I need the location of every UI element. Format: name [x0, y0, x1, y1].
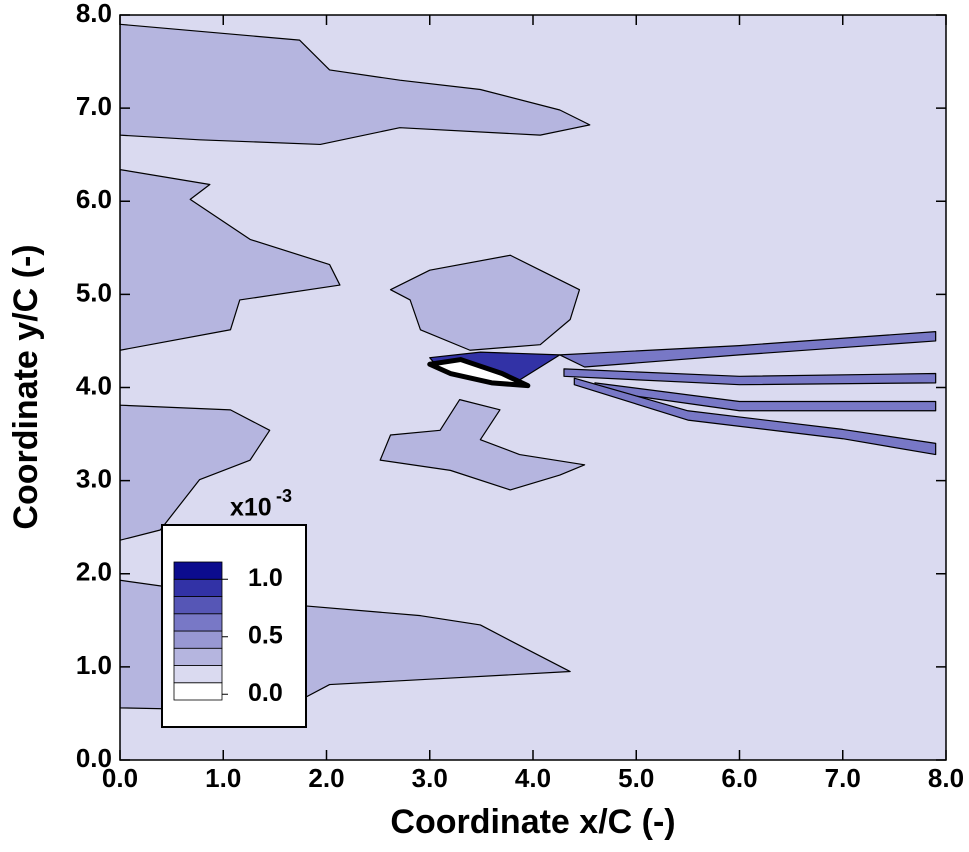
- colorbar-band: [173, 682, 223, 701]
- colorbar-band: [173, 578, 223, 597]
- y-tick-label: 4.0: [76, 370, 112, 400]
- colorbar-band: [173, 561, 223, 580]
- contour-region: [120, 168, 341, 351]
- contour-region: [427, 357, 531, 389]
- x-tick-label: 8.0: [928, 763, 964, 793]
- contour-region: [573, 377, 937, 456]
- x-tick-label: 6.0: [721, 763, 757, 793]
- colorbar-title: x10: [230, 494, 272, 522]
- colorbar-tick-label: 1.0: [248, 564, 283, 592]
- x-tick-label: 2.0: [308, 763, 344, 793]
- y-tick-label: 8.0: [76, 0, 112, 28]
- x-tick-label: 0.0: [102, 763, 138, 793]
- y-tick-label: 5.0: [76, 277, 112, 307]
- x-tick-label: 1.0: [205, 763, 241, 793]
- colorbar-tick-label: 0.5: [248, 621, 283, 649]
- colorbar-tick-label: 0.0: [248, 679, 283, 707]
- y-tick-label: 6.0: [76, 184, 112, 214]
- x-tick-label: 7.0: [825, 763, 861, 793]
- y-tick-label: 2.0: [76, 557, 112, 587]
- contour-region: [120, 404, 271, 541]
- contour-region: [389, 254, 581, 351]
- colorbar-band: [173, 647, 223, 666]
- colorbar-exponent: -3: [276, 486, 292, 506]
- contour-region: [559, 331, 937, 368]
- y-tick-label: 0.0: [76, 743, 112, 773]
- contour-region: [379, 399, 586, 491]
- contour-region: [563, 368, 937, 386]
- y-tick-label: 1.0: [76, 650, 112, 680]
- x-tick-label: 4.0: [515, 763, 551, 793]
- colorbar-band: [173, 665, 223, 684]
- y-tick-label: 7.0: [76, 91, 112, 121]
- x-tick-label: 5.0: [618, 763, 654, 793]
- x-axis-title: Coordinate x/C (-): [390, 803, 675, 841]
- colorbar-band: [173, 596, 223, 615]
- x-tick-label: 3.0: [412, 763, 448, 793]
- colorbar-band: [173, 613, 223, 632]
- colorbar-band: [173, 630, 223, 649]
- y-axis-title: Coordinate y/C (-): [7, 244, 45, 529]
- contour-region: [120, 23, 591, 146]
- y-tick-label: 3.0: [76, 464, 112, 494]
